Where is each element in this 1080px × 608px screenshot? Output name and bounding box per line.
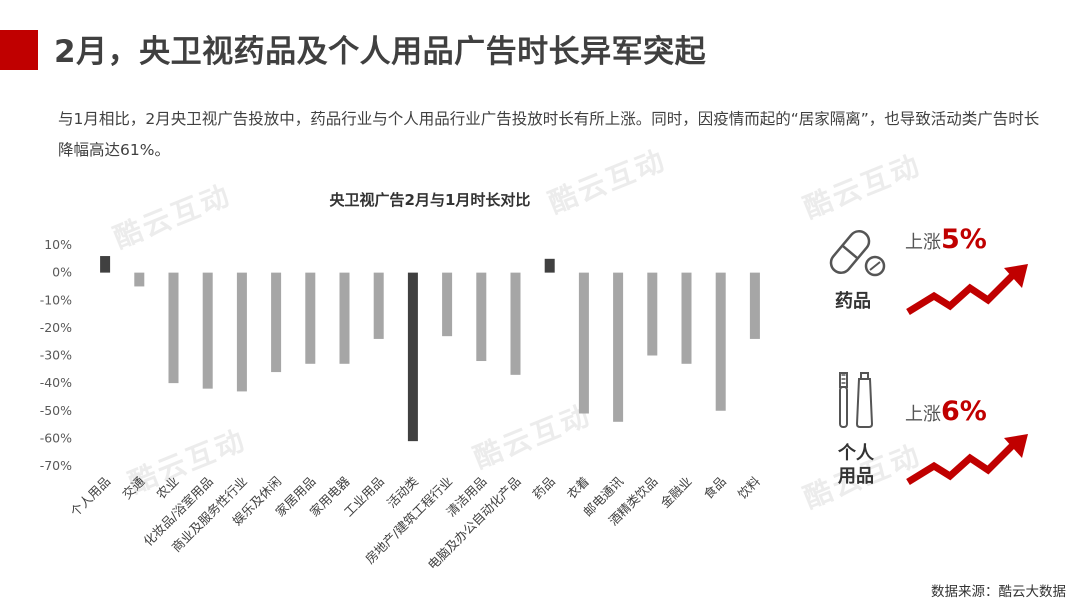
page-title: 2月，央卫视药品及个人用品广告时长异军突起 bbox=[54, 34, 707, 70]
data-source: 数据来源：酷云大数据 bbox=[931, 584, 1066, 600]
rising-arrow-icon bbox=[906, 434, 1028, 485]
bar bbox=[510, 272, 521, 375]
bar bbox=[271, 272, 282, 373]
bar bbox=[647, 272, 658, 356]
bar bbox=[749, 272, 760, 339]
drug-rise-prefix: 上涨 bbox=[905, 232, 941, 253]
x-tick-label: 交通 bbox=[119, 473, 148, 502]
drug-rise: 上涨5% bbox=[905, 224, 987, 255]
personal-label: 个人 用品 bbox=[828, 442, 884, 488]
bar bbox=[442, 272, 453, 337]
bar bbox=[236, 272, 247, 392]
drug-rise-value: 5% bbox=[941, 224, 987, 255]
bar bbox=[202, 272, 213, 389]
personal-rise-value: 6% bbox=[941, 396, 987, 427]
y-tick-label: -30% bbox=[40, 348, 72, 363]
bar bbox=[407, 272, 418, 442]
y-tick-label: -60% bbox=[40, 430, 72, 445]
y-tick-label: 0% bbox=[52, 265, 72, 280]
bar bbox=[681, 272, 692, 364]
x-tick-label: 药品 bbox=[530, 474, 558, 502]
bar bbox=[544, 258, 555, 273]
rising-arrow-icon bbox=[906, 264, 1028, 315]
personal-rise: 上涨6% bbox=[905, 396, 987, 427]
bar bbox=[715, 272, 726, 411]
drug-label: 药品 bbox=[835, 291, 871, 312]
toothbrush-toothpaste-icon bbox=[839, 372, 874, 428]
bar bbox=[613, 272, 624, 422]
x-tick-label: 饮料 bbox=[735, 473, 764, 502]
y-tick-label: 10% bbox=[44, 237, 72, 252]
x-tick-label: 衣着 bbox=[564, 474, 592, 502]
y-tick-label: -70% bbox=[40, 458, 72, 473]
title-accent-bar bbox=[0, 30, 38, 70]
y-tick-label: -20% bbox=[40, 320, 72, 335]
bar bbox=[134, 272, 145, 287]
bar-chart: 10% 0% -10% -20% -30% -40% -50% -60% -70%个人用品 交通农… bbox=[40, 237, 764, 573]
x-tick-label: 个人用品 bbox=[67, 474, 113, 520]
personal-label-line1: 个人 bbox=[838, 443, 874, 464]
y-tick-label: -50% bbox=[40, 403, 72, 418]
bar bbox=[168, 272, 179, 384]
bar bbox=[476, 272, 487, 362]
personal-label-line2: 用品 bbox=[838, 466, 874, 487]
x-tick-label: 食品 bbox=[701, 474, 729, 502]
chart-title: 央卫视广告2月与1月时长对比 bbox=[329, 191, 531, 209]
y-tick-label: -10% bbox=[40, 292, 72, 307]
y-tick-label: -40% bbox=[40, 375, 72, 390]
personal-rise-prefix: 上涨 bbox=[905, 404, 941, 425]
x-tick-label: 农业 bbox=[153, 474, 181, 502]
bar bbox=[100, 256, 111, 273]
highlight-panel: 药品 上涨5% 个人 用品 上涨6% bbox=[820, 220, 1070, 510]
intro-paragraph: 与1月相比，2月央卫视广告投放中，药品行业与个人用品行业广告投放时长有所上涨。同… bbox=[58, 110, 1040, 159]
bar bbox=[373, 272, 384, 339]
bar bbox=[578, 272, 589, 414]
capsule-pill-icon bbox=[829, 230, 886, 277]
bar bbox=[305, 272, 316, 364]
bar bbox=[339, 272, 350, 364]
x-tick-label: 金融业 bbox=[657, 474, 694, 511]
